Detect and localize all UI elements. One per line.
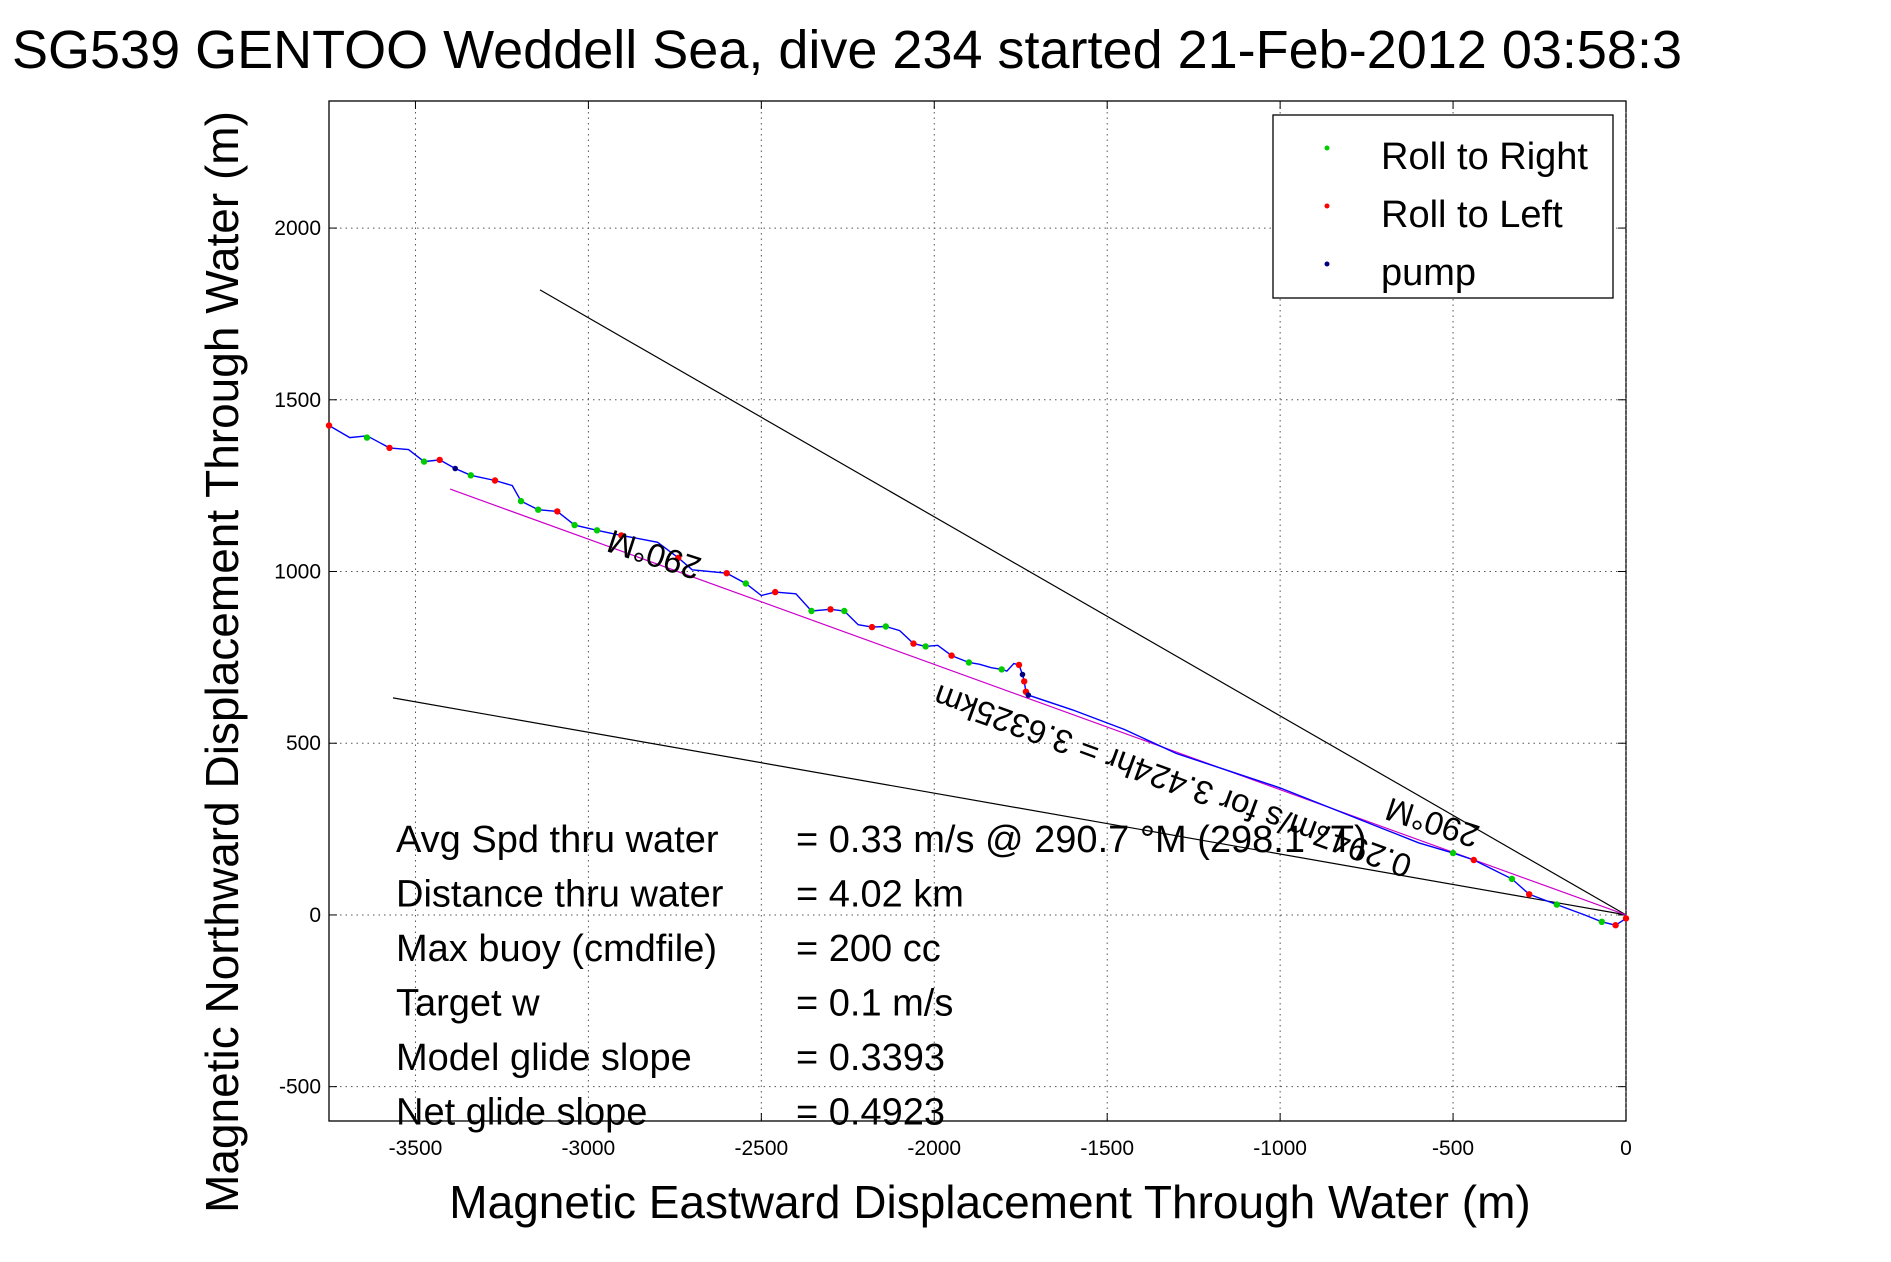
reference-line bbox=[539, 289, 1627, 916]
roll-right-point bbox=[1598, 918, 1606, 925]
roll-left-point bbox=[1622, 915, 1630, 922]
legend-marker-roll-left bbox=[1324, 203, 1330, 209]
stat-value: = 0.4923 bbox=[796, 1092, 945, 1134]
roll-right-point bbox=[841, 607, 848, 615]
roll-right-point bbox=[363, 434, 371, 441]
roll-left-point bbox=[491, 477, 499, 484]
legend-marker-roll-right bbox=[1324, 145, 1330, 151]
roll-right-point bbox=[882, 623, 889, 630]
stat-value: = 0.3393 bbox=[796, 1037, 945, 1079]
roll-left-point bbox=[1612, 922, 1619, 929]
axis-ticks: -3500 -3000 -2500 -2000 -1500 -1000 -500 0 -500 0… bbox=[274, 101, 1632, 1160]
stat-value: = 0.1 m/s bbox=[796, 983, 953, 1025]
y-tick-label: 1000 bbox=[274, 561, 321, 584]
roll-left-point bbox=[1020, 678, 1028, 685]
y-tick-label: 2000 bbox=[274, 217, 321, 240]
roll-left-point bbox=[868, 623, 876, 631]
legend-marker-pump bbox=[1324, 261, 1330, 267]
chart-title: SG539 GENTOO Weddell Sea, dive 234 start… bbox=[12, 20, 1682, 80]
y-tick-label: 1500 bbox=[274, 389, 321, 412]
roll-left-point bbox=[325, 422, 333, 429]
roll-right-point bbox=[593, 527, 601, 534]
legend-box bbox=[1272, 114, 1614, 299]
roll-left-point bbox=[675, 554, 682, 561]
roll-right-point bbox=[517, 497, 525, 505]
legend: Roll to Right Roll to Left pump bbox=[1272, 114, 1614, 299]
pump-point bbox=[1019, 671, 1026, 678]
roll-right-point bbox=[922, 643, 929, 650]
roll-left-point bbox=[1470, 856, 1478, 864]
x-tick-label: -2000 bbox=[907, 1137, 961, 1160]
stat-label: Avg Spd thru water bbox=[396, 819, 719, 861]
stat-value: = 0.33 m/s @ 290.7 °M (298.1 °T) bbox=[796, 819, 1367, 861]
x-tick-label: -3000 bbox=[562, 1137, 616, 1160]
roll-left-point bbox=[1015, 661, 1023, 669]
roll-right-point bbox=[742, 580, 749, 587]
y-axis-label: Magnetic Northward Displacement Through … bbox=[196, 111, 248, 1213]
pump-point bbox=[1025, 692, 1032, 698]
roll-left-point bbox=[1526, 891, 1533, 898]
roll-left-point bbox=[772, 588, 779, 596]
stat-value: = 200 cc bbox=[796, 928, 941, 970]
roll-right-point bbox=[998, 666, 1005, 673]
x-tick-label: -1000 bbox=[1253, 1137, 1307, 1160]
roll-left-point bbox=[910, 640, 917, 647]
roll-right-point bbox=[808, 607, 815, 615]
x-tick-label: -3500 bbox=[389, 1137, 443, 1160]
x-tick-label: -500 bbox=[1432, 1137, 1474, 1160]
roll-right-point bbox=[1553, 901, 1561, 908]
y-tick-label: -500 bbox=[279, 1076, 321, 1099]
stat-value: = 4.02 km bbox=[796, 874, 964, 916]
roll-right-point bbox=[535, 506, 542, 513]
x-tick-label: 0 bbox=[1620, 1137, 1632, 1160]
y-tick-label: 0 bbox=[309, 904, 321, 927]
roll-right-point bbox=[420, 458, 428, 465]
legend-label-pump: pump bbox=[1381, 252, 1476, 294]
roll-right-point bbox=[571, 521, 578, 529]
stat-label: Max buoy (cmdfile) bbox=[396, 928, 717, 970]
roll-left-point bbox=[554, 508, 561, 515]
legend-label-roll-right: Roll to Right bbox=[1381, 136, 1588, 178]
roll-right-point bbox=[965, 659, 973, 666]
x-tick-label: -2500 bbox=[734, 1137, 788, 1160]
pump-point bbox=[452, 465, 459, 472]
reference-lines bbox=[392, 289, 1627, 916]
x-tick-label: -1500 bbox=[1080, 1137, 1134, 1160]
roll-right-point bbox=[467, 472, 474, 479]
stat-label: Target w bbox=[396, 983, 540, 1025]
roll-right-point bbox=[1449, 849, 1457, 857]
stat-label: Model glide slope bbox=[396, 1037, 692, 1079]
stats-block: Avg Spd thru water = 0.33 m/s @ 290.7 °M … bbox=[396, 819, 1367, 1134]
roll-right-point bbox=[1508, 875, 1516, 883]
roll-left-point bbox=[386, 444, 393, 452]
roll-left-point bbox=[618, 532, 625, 539]
y-tick-label: 500 bbox=[286, 732, 321, 755]
roll-left-point bbox=[827, 606, 834, 613]
roll-markers bbox=[325, 422, 1630, 929]
reference-line bbox=[392, 697, 1627, 916]
stat-label: Net glide slope bbox=[396, 1092, 647, 1134]
legend-label-roll-left: Roll to Left bbox=[1381, 194, 1563, 236]
roll-left-point bbox=[948, 652, 955, 659]
x-axis-label: Magnetic Eastward Displacement Through W… bbox=[449, 1176, 1530, 1228]
stat-label: Distance thru water bbox=[396, 874, 724, 916]
roll-left-point bbox=[436, 456, 443, 464]
reference-line bbox=[449, 488, 1627, 916]
roll-left-point bbox=[723, 570, 730, 577]
